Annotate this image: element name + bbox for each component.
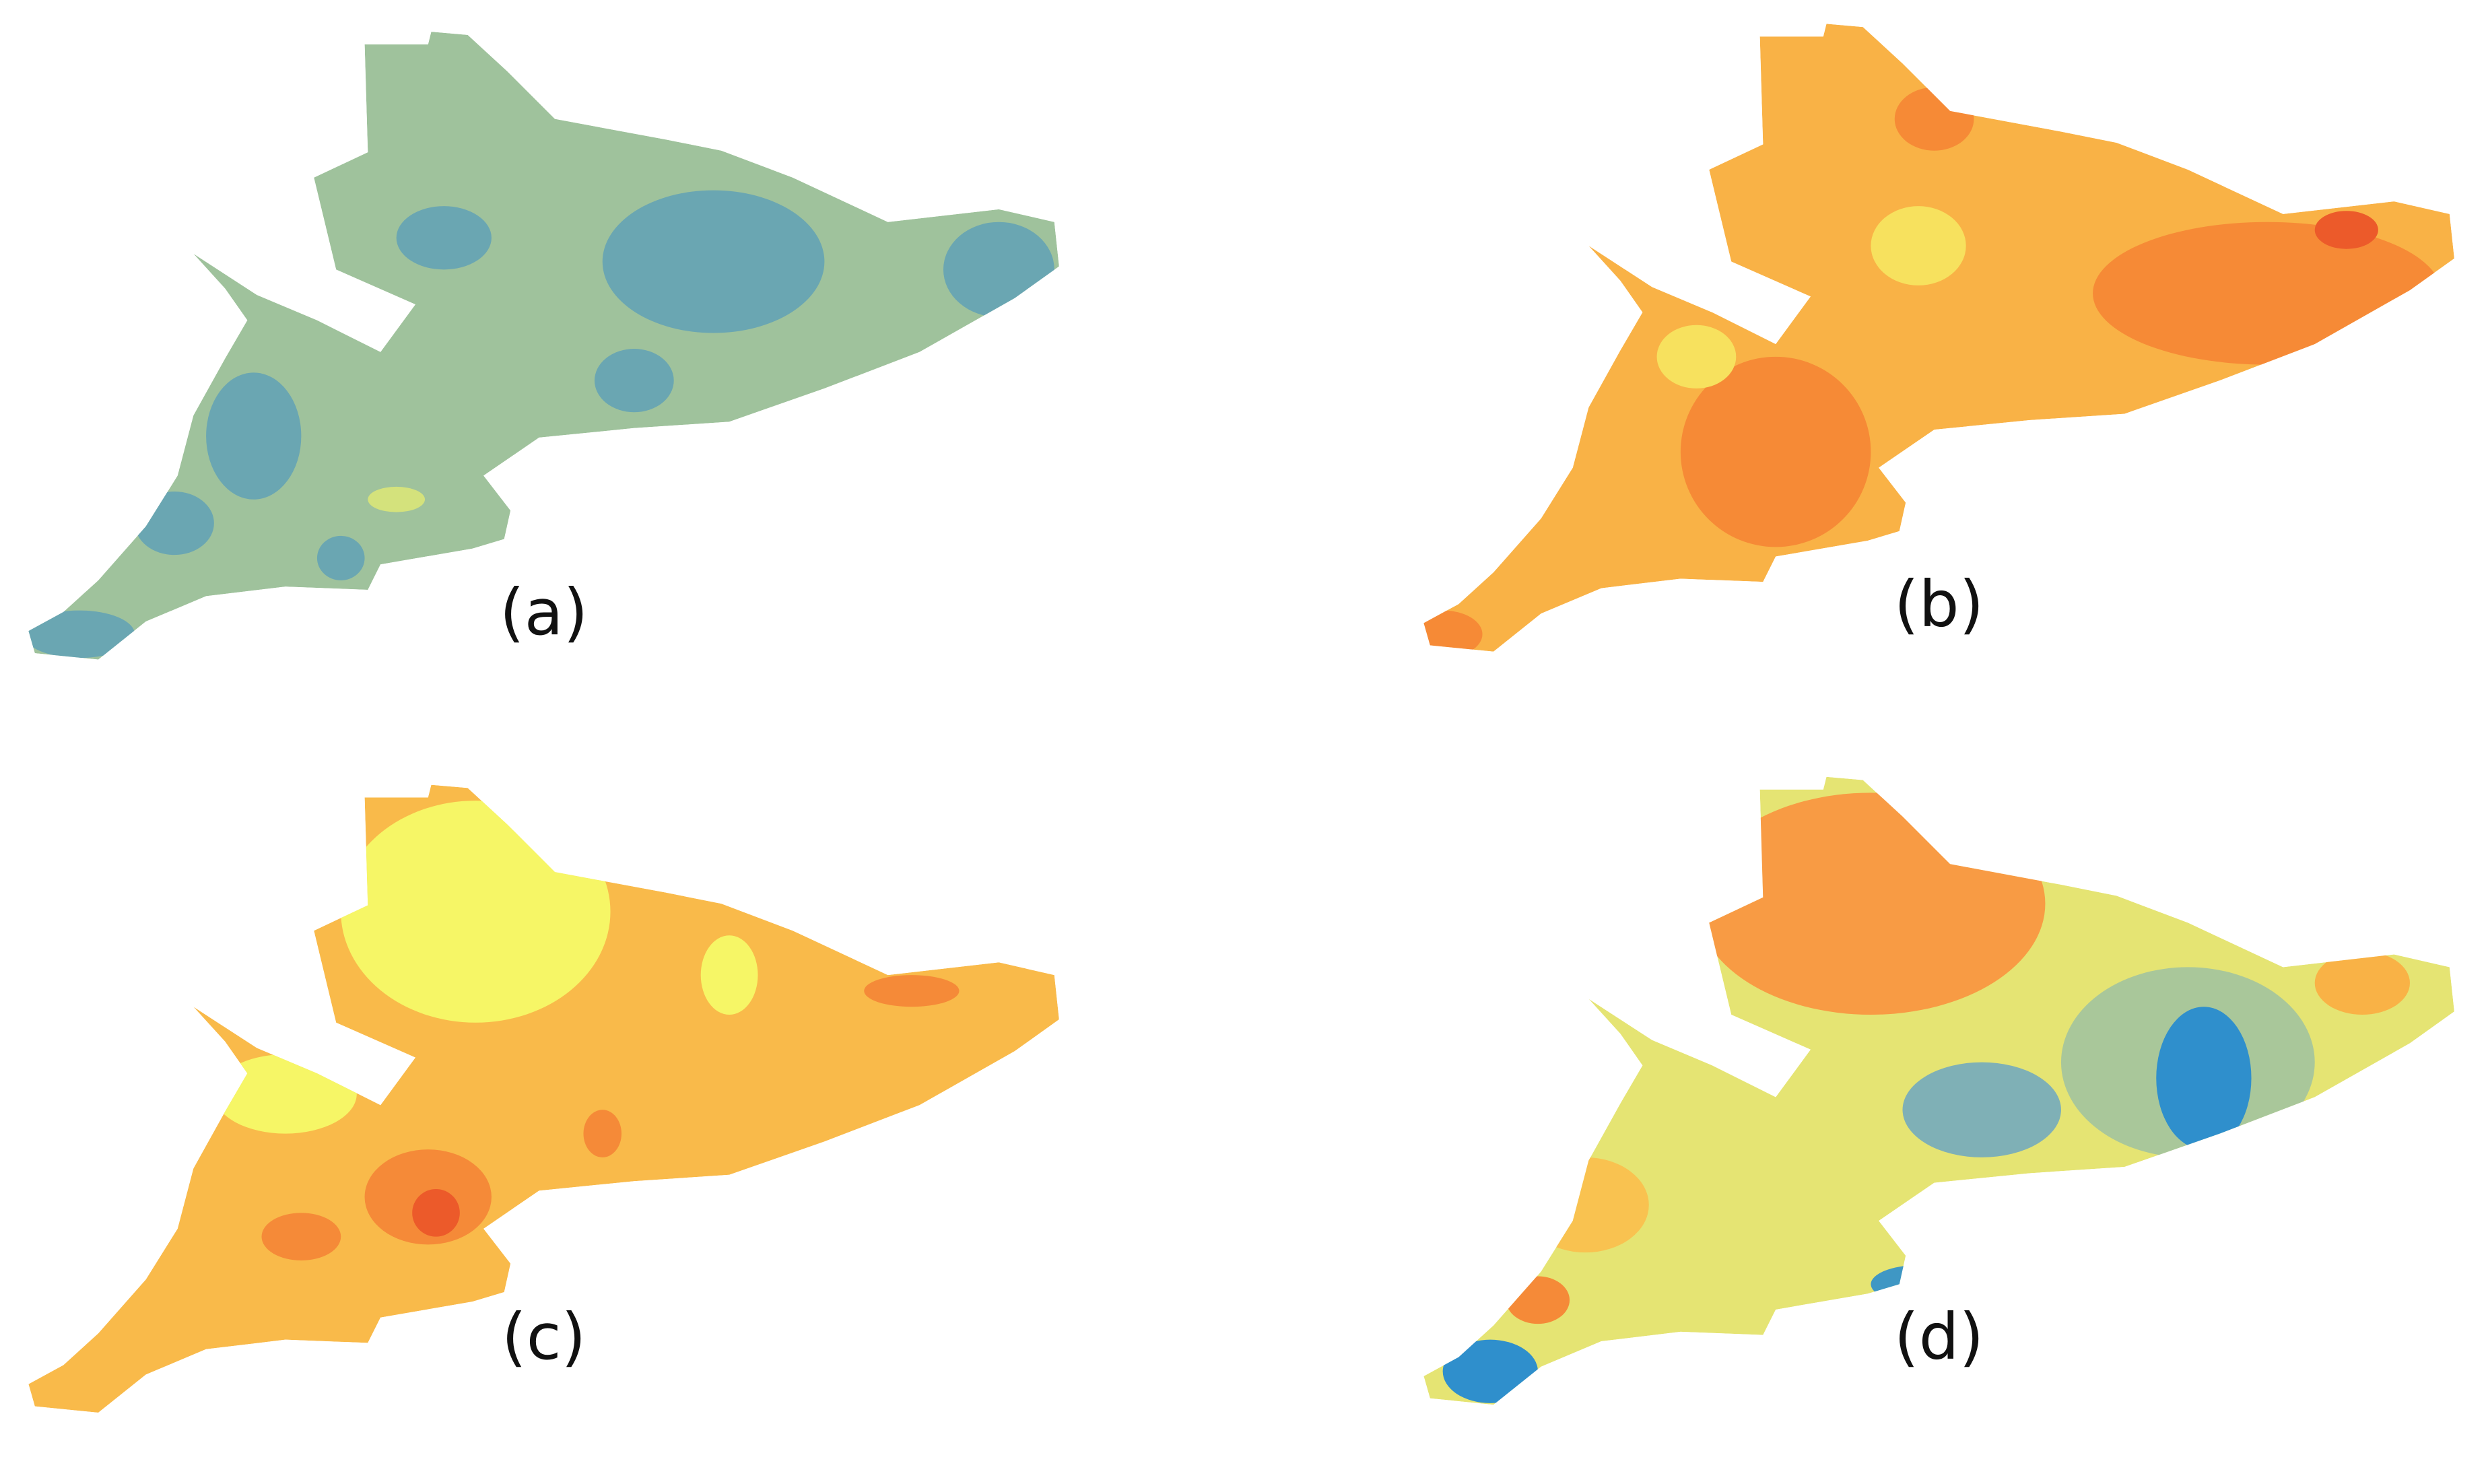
panel-label: (a): [500, 576, 588, 650]
map-a: (a): [28, 32, 1059, 660]
panel-label: (b): [1894, 568, 1984, 642]
panel-label: (c): [502, 1301, 586, 1374]
map-d: (d): [1423, 776, 2454, 1405]
map-b: (b): [1423, 24, 2454, 652]
panel-label: (d): [1894, 1301, 1984, 1374]
map-c: (c): [28, 784, 1059, 1413]
